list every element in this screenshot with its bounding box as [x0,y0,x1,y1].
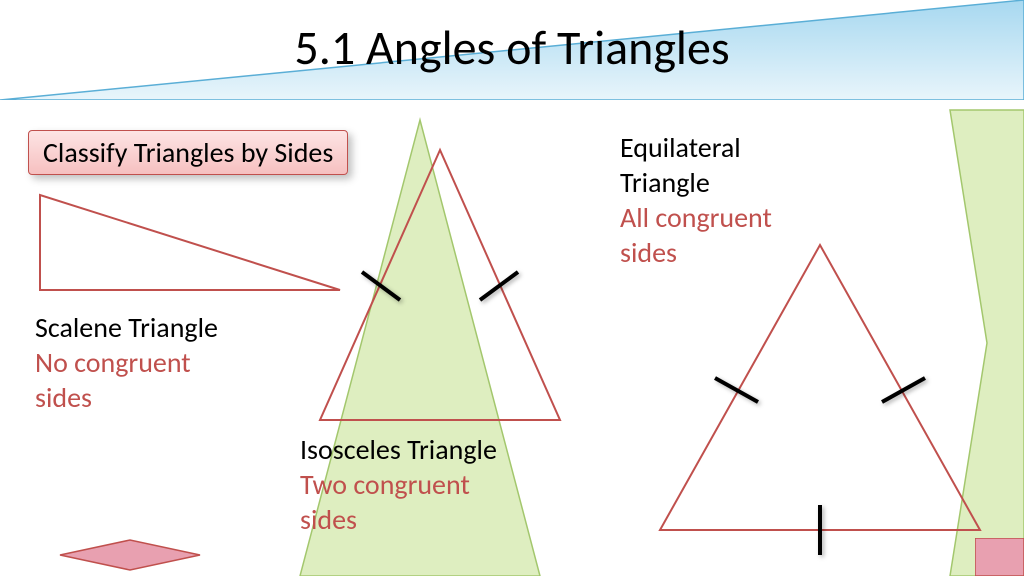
equilateral-triangle [660,245,980,530]
isosceles-label: Isosceles Triangle Two congruentsides [300,432,497,537]
isosceles-name: Isosceles Triangle [300,432,497,467]
eq-tick-left [715,378,758,402]
equilateral-name1: Equilateral [620,130,741,165]
equilateral-label: Equilateral Triangle All congruentsides [620,130,772,270]
eq-tick-right [882,378,925,402]
triangles-layer [0,0,1024,576]
iso-tick-right [480,272,518,300]
scalene-desc: No congruentsides [35,345,191,415]
isosceles-desc: Two congruentsides [300,467,470,537]
scalene-triangle [40,195,340,290]
equilateral-name2: Triangle [620,165,710,200]
scalene-label: Scalene Triangle No congruentsides [35,310,218,415]
iso-tick-left [362,272,400,300]
scalene-name: Scalene Triangle [35,310,218,345]
pink-square [975,538,1024,576]
equilateral-desc: All congruentsides [620,200,772,270]
isosceles-triangle [320,150,560,420]
